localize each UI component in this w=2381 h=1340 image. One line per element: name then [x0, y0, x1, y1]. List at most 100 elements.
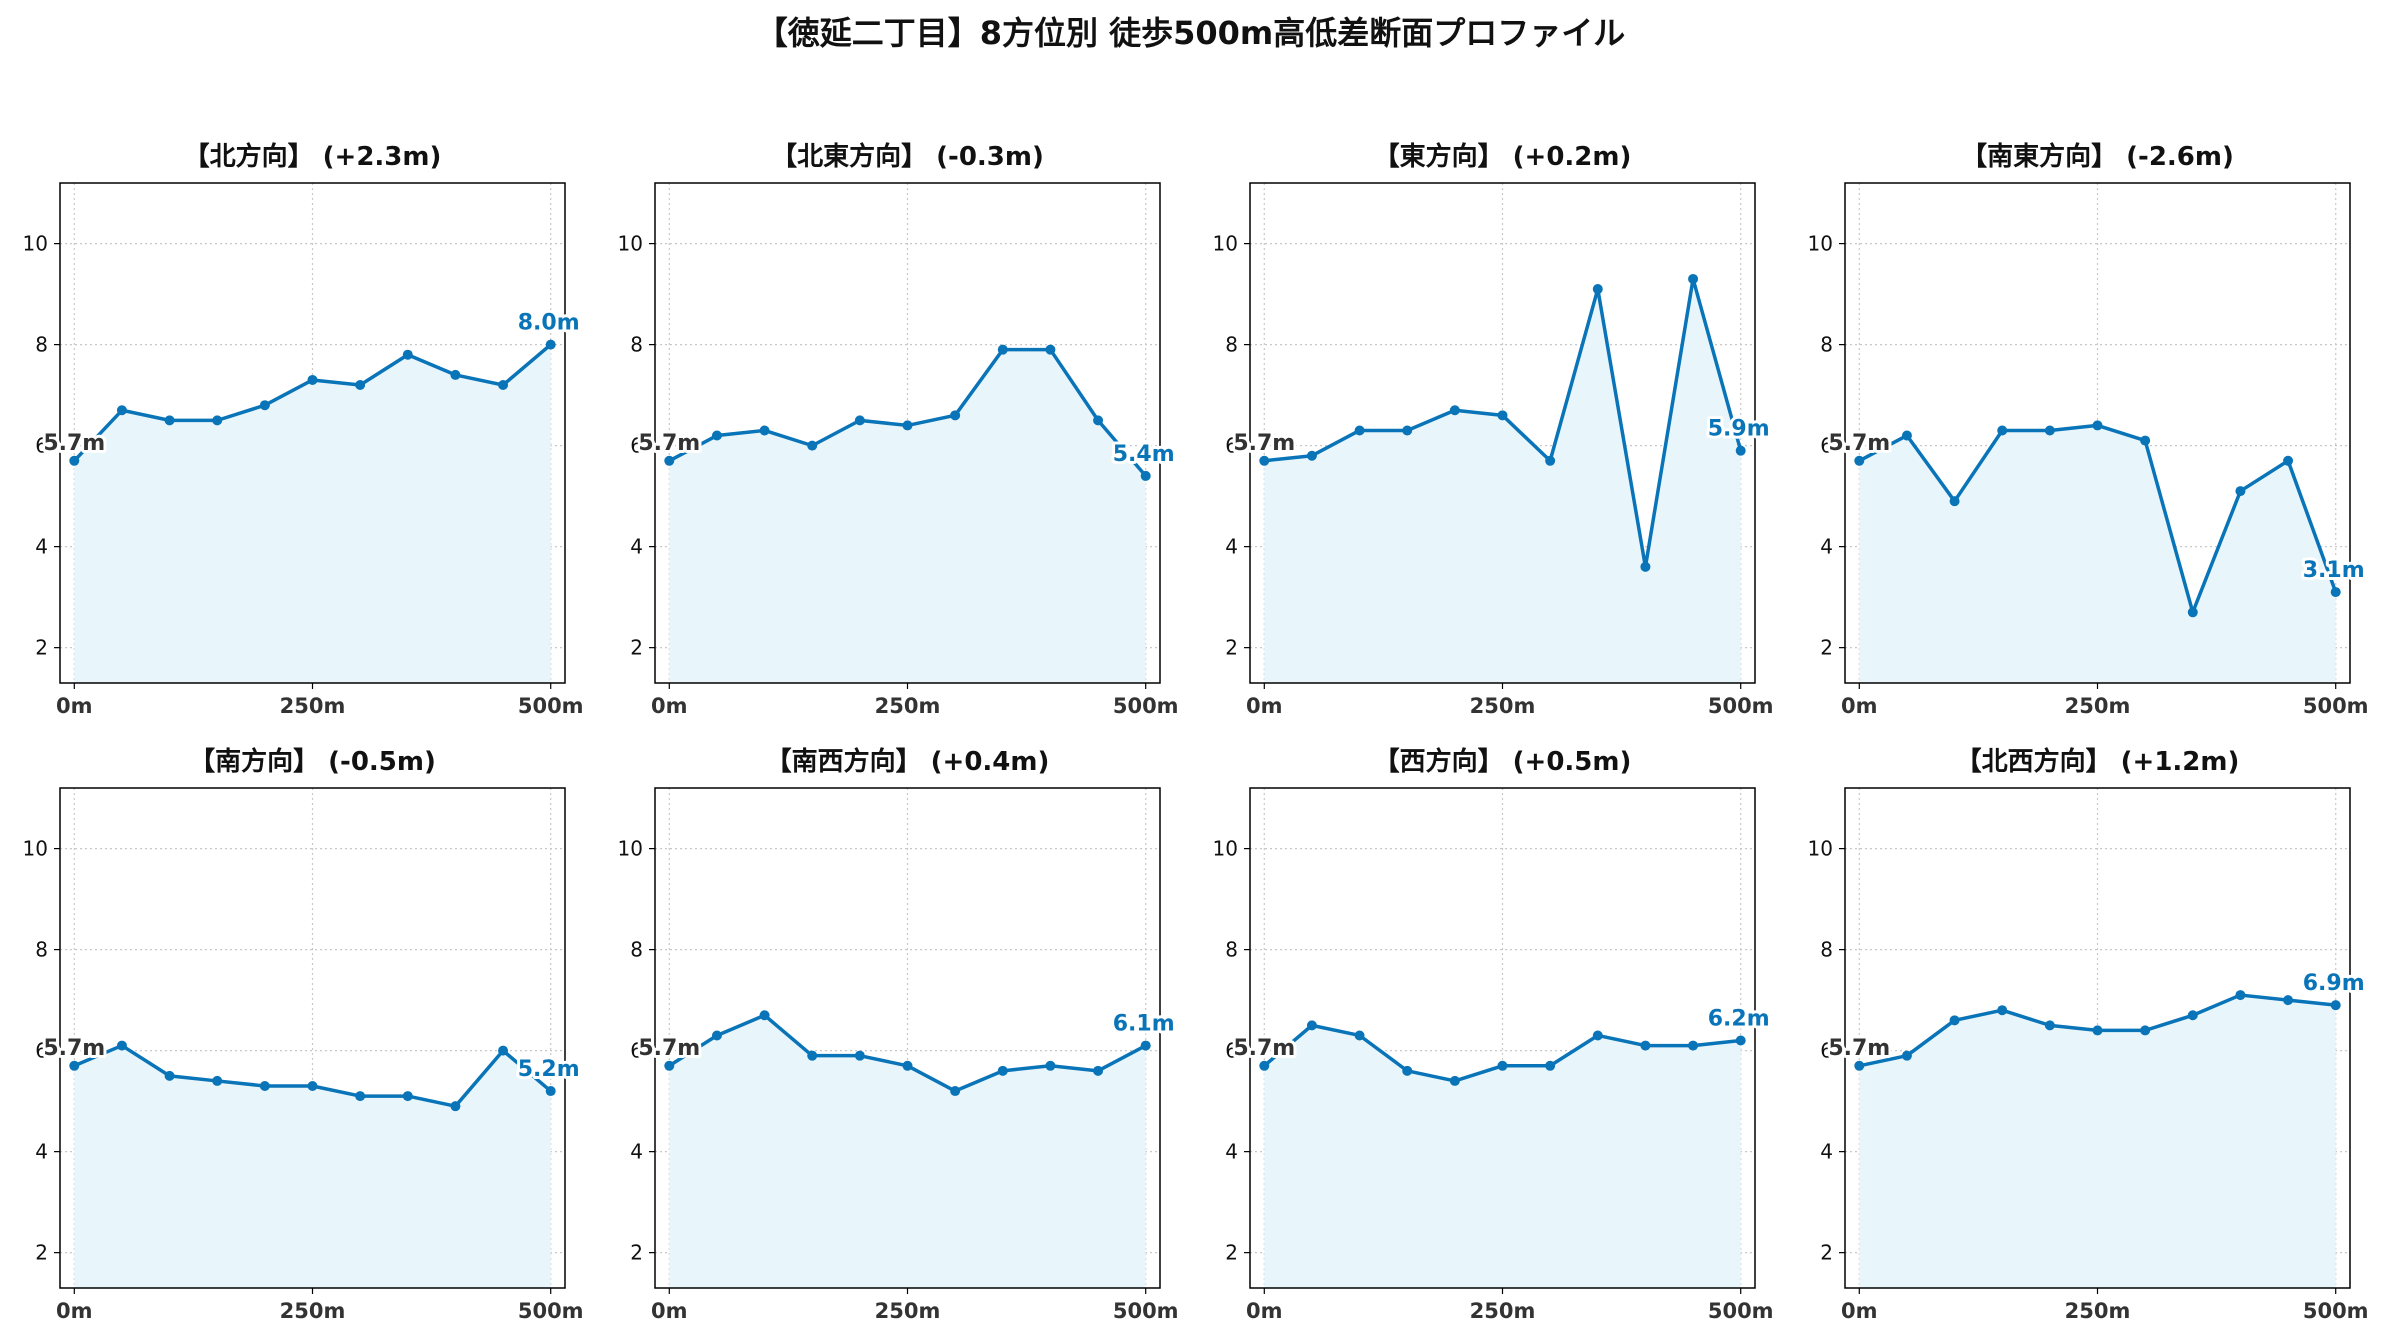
data-point [1402, 425, 1413, 436]
data-point [116, 1040, 127, 1051]
y-tick-label: 4 [35, 1140, 48, 1164]
end-value-label: 8.0m [518, 311, 580, 336]
data-point [1735, 1035, 1746, 1046]
y-tick-label: 6 [1225, 1039, 1238, 1063]
data-point [2187, 1010, 2198, 1021]
x-tick-label: 0m [56, 1299, 93, 1323]
data-point [2283, 455, 2294, 466]
data-point [1688, 273, 1699, 284]
data-point [1592, 284, 1603, 295]
x-tick-label: 250m [2065, 694, 2131, 718]
y-tick-label: 4 [1225, 535, 1238, 559]
data-point [1306, 1020, 1317, 1031]
end-value-label: 3.1m [2303, 558, 2365, 583]
subplot-5: 【南西方向】 (+0.4m) 2 4 6 8 10 0m 250m 500m 5.7m 6.1m [618, 746, 1179, 1323]
start-value-label: 5.7m [1828, 431, 1890, 456]
data-point [1545, 455, 1556, 466]
x-tick-label: 0m [1841, 694, 1878, 718]
y-tick-label: 8 [35, 333, 48, 357]
data-point [1949, 1015, 1960, 1026]
y-tick-label: 10 [23, 232, 48, 256]
data-point [1640, 1040, 1651, 1051]
data-point [1497, 410, 1508, 421]
subplot-title: 【東方向】 (+0.2m) [1374, 141, 1632, 172]
data-point [1997, 1005, 2008, 1016]
data-point [545, 339, 556, 350]
y-tick-label: 2 [630, 636, 643, 660]
subplot-0: 【北方向】 (+2.3m) 2 4 6 8 10 0m 250m 500m 5.7m 8.0m [23, 141, 584, 718]
data-point [450, 1101, 461, 1112]
y-tick-label: 10 [618, 232, 643, 256]
y-tick-label: 2 [1820, 636, 1833, 660]
data-point [164, 1070, 175, 1081]
data-point [759, 425, 770, 436]
data-point [2330, 587, 2341, 598]
data-point [69, 1060, 80, 1071]
subplot-title: 【北方向】 (+2.3m) [184, 141, 442, 172]
data-point [116, 405, 127, 416]
data-point [664, 1060, 675, 1071]
area-fill [1859, 425, 2336, 683]
data-point [212, 415, 223, 426]
x-tick-label: 250m [1470, 1299, 1536, 1323]
x-tick-label: 500m [1708, 694, 1774, 718]
data-point [1901, 430, 1912, 441]
axes-frame [1844, 182, 2351, 684]
data-point [2092, 1025, 2103, 1036]
data-point [759, 1010, 770, 1021]
subplot-4: 【南方向】 (-0.5m) 2 4 6 8 10 0m 250m 500m 5.7m 5.2m [23, 746, 584, 1323]
axes-frame [59, 787, 566, 1289]
data-point [1045, 1060, 1056, 1071]
x-tick-label: 0m [1246, 694, 1283, 718]
x-tick-label: 500m [1113, 1299, 1179, 1323]
x-tick-label: 500m [2303, 694, 2369, 718]
x-tick-label: 500m [2303, 1299, 2369, 1323]
subplot-title: 【南西方向】 (+0.4m) [766, 746, 1050, 777]
y-tick-label: 6 [630, 1039, 643, 1063]
y-tick-label: 8 [630, 938, 643, 962]
data-point [997, 1065, 1008, 1076]
y-tick-label: 8 [1820, 333, 1833, 357]
data-point [1592, 1030, 1603, 1041]
y-tick-label: 10 [1808, 232, 1833, 256]
data-point [854, 1050, 865, 1061]
y-tick-label: 2 [35, 1241, 48, 1265]
data-point [1854, 455, 1865, 466]
y-tick-label: 4 [1820, 1140, 1833, 1164]
data-point [259, 1080, 270, 1091]
y-tick-label: 4 [630, 535, 643, 559]
data-point [164, 415, 175, 426]
axes-frame [654, 182, 1161, 684]
start-value-label: 5.7m [638, 431, 700, 456]
data-point [902, 420, 913, 431]
x-tick-label: 250m [875, 1299, 941, 1323]
data-point [1735, 445, 1746, 456]
data-point [402, 1091, 413, 1102]
data-point [212, 1075, 223, 1086]
x-tick-label: 0m [1841, 1299, 1878, 1323]
data-point [711, 430, 722, 441]
y-tick-label: 8 [1820, 938, 1833, 962]
x-tick-label: 250m [2065, 1299, 2131, 1323]
subplot-2: 【東方向】 (+0.2m) 2 4 6 8 10 0m 250m 500m 5.7m 5.9m [1213, 141, 1774, 718]
data-point [950, 1086, 961, 1097]
data-point [2140, 1025, 2151, 1036]
data-point [498, 380, 509, 391]
data-point [1354, 425, 1365, 436]
y-tick-label: 4 [630, 1140, 643, 1164]
data-point [1949, 496, 1960, 507]
data-point [1997, 425, 2008, 436]
start-value-label: 5.7m [1233, 431, 1295, 456]
axes-frame [1249, 787, 1756, 1289]
y-tick-label: 6 [630, 434, 643, 458]
x-tick-label: 0m [1246, 1299, 1283, 1323]
start-value-label: 5.7m [43, 1036, 105, 1061]
x-tick-label: 0m [651, 1299, 688, 1323]
data-point [1402, 1065, 1413, 1076]
data-point [545, 1086, 556, 1097]
y-tick-label: 2 [1820, 1241, 1833, 1265]
x-tick-label: 0m [56, 694, 93, 718]
y-tick-label: 8 [35, 938, 48, 962]
data-point [1497, 1060, 1508, 1071]
start-value-label: 5.7m [638, 1036, 700, 1061]
